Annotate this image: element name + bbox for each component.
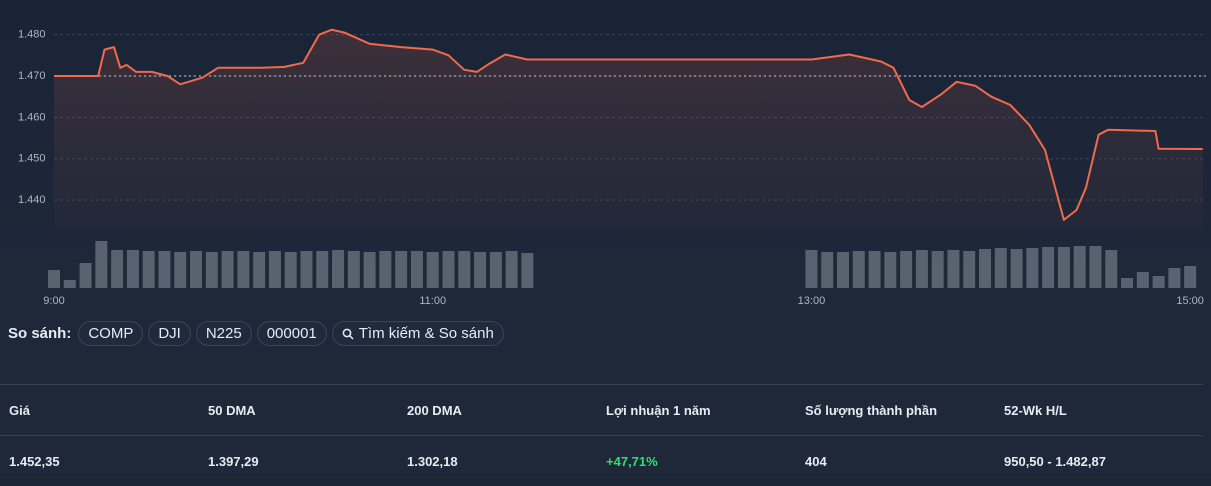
volume-bar <box>1042 247 1055 288</box>
volume-bar <box>994 248 1007 288</box>
volume-bar <box>458 251 471 288</box>
stats-values: 1.452,35 1.397,29 1.302,18 +47,71% 404 9… <box>0 436 1203 486</box>
x-tick-label: 13:00 <box>798 295 826 307</box>
volume-bar <box>284 252 297 288</box>
volume-bar <box>1121 278 1134 288</box>
search-compare[interactable]: Tìm kiếm & So sánh <box>331 321 504 346</box>
volume-bar <box>489 252 502 288</box>
volume-bar <box>1105 250 1118 288</box>
volume-bar <box>268 251 281 288</box>
volume-bar <box>1026 248 1039 288</box>
volume-bar <box>837 252 849 288</box>
volume-bar <box>1168 268 1181 288</box>
compare-label: So sánh: <box>8 325 72 342</box>
value-cell: +47,71% <box>606 453 658 469</box>
compare-chip[interactable]: N225 <box>195 321 252 346</box>
volume-bar <box>95 241 108 288</box>
volume-bar <box>884 252 897 288</box>
volume-bar <box>821 252 834 288</box>
x-tick-label: 9:00 <box>43 295 64 307</box>
volume-bar <box>868 251 881 288</box>
volume-bar <box>363 252 376 288</box>
volume-bar <box>805 250 818 288</box>
compare-chip[interactable]: DJI <box>148 321 191 346</box>
volume-bar <box>174 252 187 288</box>
volume-bar <box>505 251 518 288</box>
compare-chip[interactable]: 000001 <box>256 321 327 346</box>
volume-bar <box>48 270 60 288</box>
volume-bar <box>1089 246 1102 288</box>
header-cell: Giá <box>9 402 30 418</box>
volume-bar <box>126 250 139 288</box>
volume-bar <box>63 280 76 288</box>
volume-bar <box>900 251 913 288</box>
volume-bar <box>158 251 171 288</box>
volume-bar <box>316 251 329 288</box>
x-tick-label: 11:00 <box>419 295 446 307</box>
volume-bar <box>915 250 928 288</box>
y-tick-label: 1.470 <box>18 70 46 82</box>
header-cell: 200 DMA <box>407 402 462 418</box>
value-cell: 1.397,29 <box>208 453 259 469</box>
volume-bar <box>852 251 865 288</box>
search-label: Tìm kiếm & So sánh <box>358 325 494 342</box>
volume-bar <box>1073 246 1086 288</box>
y-tick-label: 1.440 <box>18 194 46 206</box>
volume-bar <box>474 252 487 288</box>
volume-bar <box>963 251 976 288</box>
volume-bar <box>332 250 345 288</box>
volume-bar <box>1152 276 1165 288</box>
volume-bar <box>221 251 234 288</box>
volume-bar <box>1010 249 1023 288</box>
volume-bar <box>426 252 439 288</box>
volume-bar <box>142 251 155 288</box>
volume-bar <box>1057 247 1070 288</box>
volume-bar <box>300 251 313 288</box>
stats-header: Giá 50 DMA 200 DMA Lợi nhuận 1 năm Số lư… <box>0 385 1203 436</box>
y-tick-label: 1.480 <box>18 29 46 41</box>
volume-bar <box>347 251 360 288</box>
volume-bar <box>205 252 218 288</box>
value-cell: 1.452,35 <box>9 453 60 469</box>
volume-bar <box>442 251 455 288</box>
header-cell: 52-Wk H/L <box>1004 402 1067 418</box>
volume-bar <box>1136 272 1149 288</box>
value-cell: 1.302,18 <box>407 453 458 469</box>
y-tick-label: 1.460 <box>18 111 46 123</box>
value-cell: 950,50 - 1.482,87 <box>1004 453 1106 469</box>
price-area <box>54 29 1203 230</box>
volume-bar <box>521 253 534 288</box>
header-cell: Lợi nhuận 1 năm <box>606 402 711 418</box>
volume-bar <box>410 251 423 288</box>
volume-bar <box>379 251 392 288</box>
volume-bar <box>979 249 992 288</box>
y-tick-label: 1.450 <box>18 153 46 165</box>
price-line <box>54 28 1203 221</box>
volume-bar <box>237 251 250 288</box>
header-cell: Số lượng thành phần <box>805 402 938 418</box>
volume-bar <box>111 250 124 288</box>
x-tick-label: 15:00 <box>1176 295 1204 307</box>
search-icon <box>342 328 354 340</box>
header-cell: 50 DMA <box>208 402 256 418</box>
chart: 1.440 1.450 1.460 1.470 1.480 9:00 11:00 13:00 1… <box>18 28 1206 307</box>
volume-bar <box>190 251 203 288</box>
volume-bar <box>931 251 944 288</box>
volume-bar <box>395 251 408 288</box>
volume-bar <box>1184 266 1197 288</box>
volume-bar <box>79 263 92 288</box>
volume-bar <box>253 252 266 288</box>
compare-chip[interactable]: COMP <box>78 321 144 346</box>
compare-bar: So sánh: COMP DJI N225 000001 Tìm kiếm &… <box>8 321 504 346</box>
volume-bar <box>947 250 960 288</box>
stats-table: Giá 50 DMA 200 DMA Lợi nhuận 1 năm Số lư… <box>0 384 1203 486</box>
value-cell: 404 <box>805 453 827 469</box>
